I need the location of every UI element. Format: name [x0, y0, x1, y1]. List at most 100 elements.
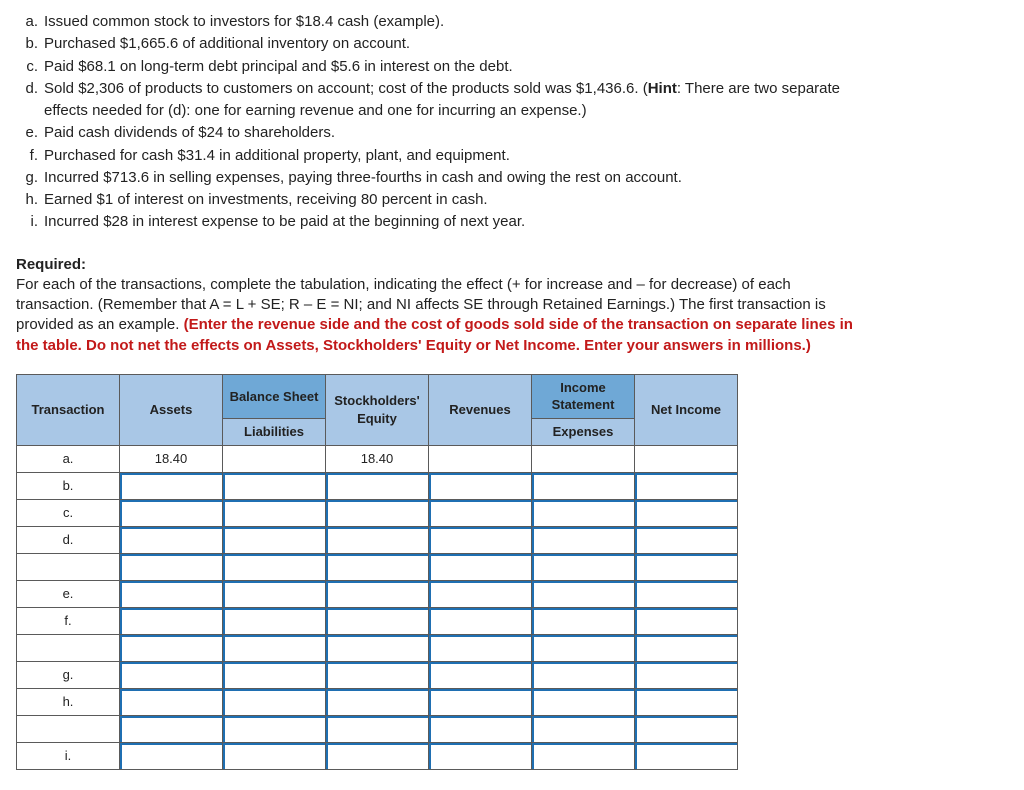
item-text: Purchased $1,665.6 of additional invento…: [44, 34, 1008, 54]
row-label: [17, 715, 120, 742]
cell-exp[interactable]: [532, 742, 635, 769]
cell-assets[interactable]: [120, 472, 223, 499]
table-row: c.: [17, 499, 738, 526]
cell-assets[interactable]: [120, 553, 223, 580]
required-heading: Required:: [16, 255, 1008, 275]
row-label: g.: [17, 661, 120, 688]
item-letter: g.: [16, 168, 44, 188]
cell-se[interactable]: [326, 472, 429, 499]
cell-exp[interactable]: [532, 580, 635, 607]
cell-liab[interactable]: [223, 553, 326, 580]
cell-se[interactable]: [326, 499, 429, 526]
cell-assets[interactable]: [120, 499, 223, 526]
cell-liab[interactable]: [223, 661, 326, 688]
cell-liab[interactable]: [223, 742, 326, 769]
cell-rev[interactable]: [429, 742, 532, 769]
table-row: g.: [17, 661, 738, 688]
cell-exp[interactable]: [532, 472, 635, 499]
cell-exp[interactable]: [532, 715, 635, 742]
row-label: b.: [17, 472, 120, 499]
item-letter: c.: [16, 57, 44, 77]
item-text: Incurred $28 in interest expense to be p…: [44, 212, 1008, 232]
cell-exp[interactable]: [532, 607, 635, 634]
cell-exp[interactable]: [532, 661, 635, 688]
cell-liab[interactable]: [223, 688, 326, 715]
row-label: d.: [17, 526, 120, 553]
cell-ni[interactable]: [635, 661, 738, 688]
cell-liab[interactable]: [223, 472, 326, 499]
cell-assets[interactable]: [120, 634, 223, 661]
cell-se[interactable]: [326, 715, 429, 742]
cell-ni[interactable]: [635, 634, 738, 661]
cell-se[interactable]: [326, 580, 429, 607]
col-header-liabilities: Liabilities: [223, 418, 326, 445]
cell-ni[interactable]: [635, 715, 738, 742]
item-text: Sold $2,306 of products to customers on …: [44, 79, 1008, 99]
cell-ni[interactable]: [635, 526, 738, 553]
cell-liab[interactable]: [223, 580, 326, 607]
cell-se[interactable]: [326, 526, 429, 553]
item-letter: f.: [16, 146, 44, 166]
cell-exp[interactable]: [532, 688, 635, 715]
item-text: Purchased for cash $31.4 in additional p…: [44, 146, 1008, 166]
item-text: Paid cash dividends of $24 to shareholde…: [44, 123, 1008, 143]
cell-rev[interactable]: [429, 553, 532, 580]
cell-ni: [635, 445, 738, 472]
cell-liab[interactable]: [223, 607, 326, 634]
cell-rev[interactable]: [429, 499, 532, 526]
cell-assets[interactable]: [120, 688, 223, 715]
col-header-assets: Assets: [120, 374, 223, 445]
cell-se[interactable]: [326, 553, 429, 580]
required-block: Required: For each of the transactions, …: [16, 255, 1008, 356]
row-label: a.: [17, 445, 120, 472]
table-row: e.: [17, 580, 738, 607]
cell-liab[interactable]: [223, 526, 326, 553]
row-label: [17, 553, 120, 580]
cell-ni[interactable]: [635, 688, 738, 715]
table-row: h.: [17, 688, 738, 715]
cell-exp[interactable]: [532, 526, 635, 553]
cell-ni[interactable]: [635, 553, 738, 580]
cell-ni[interactable]: [635, 580, 738, 607]
cell-rev[interactable]: [429, 634, 532, 661]
col-header-net-income: Net Income: [635, 374, 738, 445]
section-header-balance-sheet: Balance Sheet: [223, 374, 326, 418]
table-row: i.: [17, 742, 738, 769]
table-row: [17, 634, 738, 661]
col-header-stockholders-equity: Stockholders' Equity: [326, 374, 429, 445]
cell-liab[interactable]: [223, 715, 326, 742]
cell-assets[interactable]: [120, 715, 223, 742]
cell-exp[interactable]: [532, 499, 635, 526]
cell-assets[interactable]: [120, 580, 223, 607]
cell-liab[interactable]: [223, 634, 326, 661]
cell-rev[interactable]: [429, 715, 532, 742]
table-row: a.18.4018.40: [17, 445, 738, 472]
cell-ni[interactable]: [635, 472, 738, 499]
cell-rev[interactable]: [429, 472, 532, 499]
cell-rev[interactable]: [429, 580, 532, 607]
col-header-transaction: Transaction: [17, 374, 120, 445]
cell-se[interactable]: [326, 607, 429, 634]
cell-ni[interactable]: [635, 499, 738, 526]
cell-se[interactable]: [326, 742, 429, 769]
row-label: i.: [17, 742, 120, 769]
cell-assets[interactable]: [120, 607, 223, 634]
cell-liab[interactable]: [223, 499, 326, 526]
row-label: e.: [17, 580, 120, 607]
cell-exp[interactable]: [532, 634, 635, 661]
cell-rev[interactable]: [429, 661, 532, 688]
table-row: [17, 553, 738, 580]
cell-rev[interactable]: [429, 688, 532, 715]
cell-se[interactable]: [326, 688, 429, 715]
cell-assets[interactable]: [120, 661, 223, 688]
cell-se[interactable]: [326, 634, 429, 661]
row-label: [17, 634, 120, 661]
cell-ni[interactable]: [635, 742, 738, 769]
cell-se[interactable]: [326, 661, 429, 688]
cell-exp[interactable]: [532, 553, 635, 580]
cell-rev[interactable]: [429, 526, 532, 553]
cell-rev[interactable]: [429, 607, 532, 634]
cell-assets[interactable]: [120, 526, 223, 553]
cell-ni[interactable]: [635, 607, 738, 634]
cell-assets[interactable]: [120, 742, 223, 769]
